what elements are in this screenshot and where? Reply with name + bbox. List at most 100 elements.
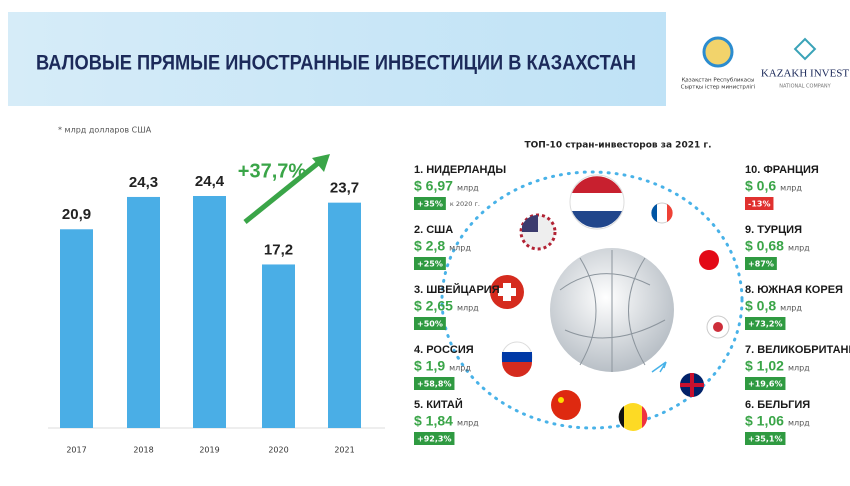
flag-be-black	[618, 406, 624, 428]
change-badge	[745, 197, 774, 210]
amount: $ 6,97	[414, 178, 453, 194]
growth-arrow	[243, 158, 324, 224]
bar	[193, 196, 226, 428]
amount: $ 0,8	[745, 298, 776, 314]
change-badge	[745, 257, 777, 270]
amount-unit: млрд	[788, 419, 810, 428]
x-tick-label: 2020	[268, 446, 288, 455]
value-label: 23,7	[330, 180, 359, 197]
change-badge	[414, 257, 446, 270]
x-tick-label: 2017	[66, 446, 86, 455]
amount: $ 0,6	[745, 178, 776, 194]
title: ВАЛОВЫЕ ПРЯМЫЕ ИНОСТРАННЫЕ ИНВЕСТИЦИИ В …	[36, 52, 636, 75]
flag-ru-red	[502, 362, 532, 377]
value-label: 24,3	[129, 174, 158, 191]
flag-kr-circle	[713, 322, 723, 332]
change: +92,3%	[417, 435, 451, 444]
header-band	[8, 12, 666, 106]
x-tick-label: 2018	[133, 446, 153, 455]
amount: $ 2,8	[414, 238, 445, 254]
change-badge	[414, 197, 446, 210]
flag-gb-cross	[680, 373, 704, 397]
value-label: 20,9	[62, 206, 91, 223]
country-name: 5. КИТАЙ	[414, 398, 463, 411]
country-name: 6. БЕЛЬГИЯ	[745, 399, 810, 411]
logo-text: NATIONAL COMPANY	[779, 84, 831, 90]
flag-be-red	[642, 406, 648, 428]
change: +87%	[748, 260, 774, 269]
change-badge	[745, 432, 786, 445]
change-note: к 2020 г.	[450, 200, 480, 208]
flag-tr	[699, 250, 719, 270]
change: -13%	[748, 200, 770, 209]
flag-cn-star	[558, 397, 564, 403]
change: +19,6%	[748, 380, 782, 389]
amount-unit: млрд	[457, 304, 479, 313]
value-label: 24,4	[195, 173, 225, 190]
flag-be	[619, 403, 647, 431]
flag-nl-blue	[572, 211, 622, 228]
flag-fr-red	[667, 204, 673, 222]
change: +50%	[417, 320, 443, 329]
amount: $ 1,9	[414, 358, 445, 374]
amount-unit: млрд	[780, 304, 802, 313]
flag-ru-blue	[502, 352, 532, 362]
logo-text: KAZAKH INVEST	[761, 68, 850, 80]
country-name: 8. ЮЖНАЯ КОРЕЯ	[745, 284, 843, 296]
amount: $ 1,84	[414, 413, 453, 429]
ring	[440, 170, 744, 430]
change: +25%	[417, 260, 443, 269]
amount-unit: млрд	[449, 244, 471, 253]
change-badge	[414, 317, 446, 330]
flag-fr-blue	[651, 204, 657, 222]
country-name: 9. ТУРЦИЯ	[745, 224, 802, 236]
flag-us-canton	[522, 214, 538, 232]
flag-ch-cross	[498, 283, 516, 301]
flags	[490, 174, 730, 431]
ring-arrow	[651, 361, 667, 373]
amount: $ 0,68	[745, 238, 784, 254]
logo-text: Қазақстан Республикасы	[682, 78, 755, 84]
change: +35%	[417, 200, 443, 209]
country-name: 4. РОССИЯ	[414, 344, 474, 356]
country-name: 3. ШВЕЙЦАРИЯ	[414, 283, 500, 296]
amount-unit: млрд	[449, 364, 471, 373]
x-tick-label: 2021	[334, 446, 354, 455]
amount-unit: млрд	[457, 184, 479, 193]
chart-note: * млрд долларов США	[58, 126, 152, 135]
value-label: 17,2	[264, 241, 293, 258]
change-badge	[745, 377, 786, 390]
country-name: 7. ВЕЛИКОБРИТАНИЯ	[745, 344, 850, 356]
logo-emblem	[702, 36, 734, 68]
change-badge	[745, 317, 786, 330]
amount-unit: млрд	[788, 364, 810, 373]
amount-unit: млрд	[457, 419, 479, 428]
x-tick-label: 2019	[199, 446, 219, 455]
logo-text: Сыртқы істер министрлігі	[681, 85, 756, 91]
bar	[60, 229, 93, 428]
change: +73,2%	[748, 320, 782, 329]
growth-annotation: +37,7%	[238, 160, 307, 182]
change: +35,1%	[748, 435, 782, 444]
country-name: 10. ФРАНЦИЯ	[745, 164, 819, 176]
change-badge	[414, 432, 455, 445]
bar	[127, 196, 160, 428]
amount: $ 1,06	[745, 413, 784, 429]
flag-cn	[551, 390, 581, 420]
change: +58,8%	[417, 380, 451, 389]
investors-title: ТОП-10 стран-инвесторов за 2021 г.	[525, 141, 712, 151]
flag-nl-red	[572, 176, 622, 193]
change-badge	[414, 377, 455, 390]
bar	[328, 202, 361, 428]
globe-lines	[559, 250, 666, 372]
amount-unit: млрд	[780, 184, 802, 193]
amount-unit: млрд	[788, 244, 810, 253]
growth-arrow-head	[312, 154, 330, 172]
amount: $ 1,02	[745, 358, 784, 374]
country-name: 2. США	[414, 224, 453, 236]
bar	[262, 264, 295, 428]
logo-emblem	[793, 37, 817, 61]
amount: $ 2,65	[414, 298, 453, 314]
country-name: 1. НИДЕРЛАНДЫ	[414, 164, 506, 176]
